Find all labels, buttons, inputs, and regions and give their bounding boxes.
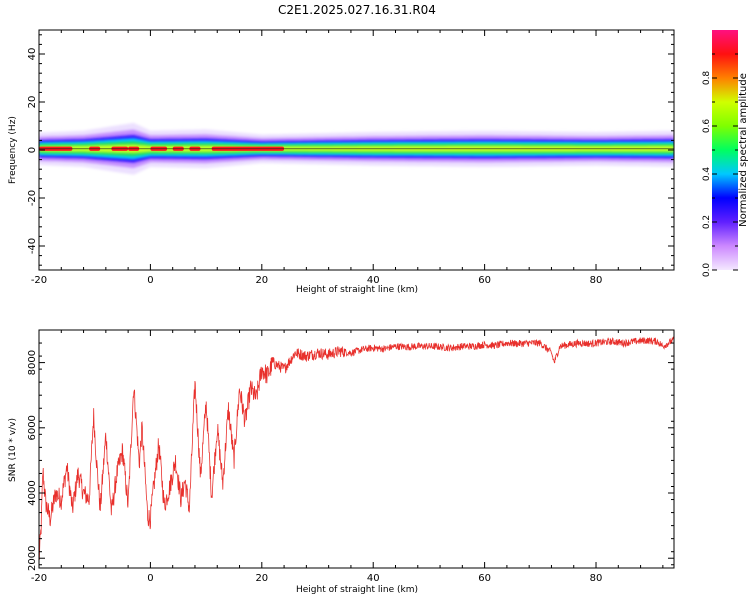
y-tick-label: 4000 [27, 480, 38, 505]
snr-line [39, 336, 674, 560]
colorbar: 0.0 0.2 0.4 0.6 0.8 Normalized spectral ampl… [702, 30, 749, 277]
spectrogram-y-axis-label: Frequency (Hz) [8, 116, 18, 184]
colorbar-tick-label: 0.0 [702, 263, 712, 278]
colorbar-ticks: 0.0 0.2 0.4 0.6 0.8 [702, 53, 738, 278]
figure-title: C2E1.2025.027.16.31.R04 [278, 3, 436, 17]
spectrogram-panel: -20 0 20 40 60 80 40 20 0 -20 -40 Height of straig… [8, 29, 675, 295]
y-tick-label: 6000 [27, 415, 38, 440]
y-tick-label: 2000 [27, 545, 38, 570]
colorbar-tick-label: 0.4 [702, 167, 712, 182]
colorbar-tick-label: 0.8 [702, 71, 712, 86]
x-tick-label: 80 [590, 573, 603, 584]
snr-frame [38, 329, 675, 569]
x-tick-label: 40 [367, 573, 380, 584]
snr-y-axis-label: SNR (10 * v/v) [8, 418, 18, 482]
y-tick-label: -40 [27, 238, 38, 254]
colorbar-gradient [712, 30, 738, 270]
x-tick-label: -20 [31, 573, 47, 584]
spectrogram-x-axis-label: Height of straight line (km) [296, 285, 418, 295]
spectrogram-axes: -20 0 20 40 60 80 40 20 0 -20 -40 [27, 30, 674, 286]
colorbar-tick-label: 0.2 [702, 215, 712, 229]
y-tick-label: -20 [27, 190, 38, 206]
x-tick-label: 20 [255, 275, 268, 286]
colorbar-label: Normalized spectral amplitude [738, 73, 749, 227]
x-tick-label: -20 [31, 275, 47, 286]
x-tick-label: 0 [147, 573, 153, 584]
x-tick-label: 40 [367, 275, 380, 286]
y-tick-label: 40 [27, 48, 38, 61]
x-tick-label: 60 [478, 275, 491, 286]
y-tick-label: 8000 [27, 350, 38, 375]
y-tick-label: 0 [27, 147, 38, 153]
x-tick-label: 0 [147, 275, 153, 286]
snr-axes: -20 0 20 40 60 80 2000 4000 6000 8000 [27, 329, 674, 584]
snr-marks [39, 336, 674, 560]
snr-panel: -20 0 20 40 60 80 2000 4000 6000 8000 Height of s… [8, 329, 675, 595]
spectrogram-marks [39, 122, 674, 175]
snr-x-axis-label: Height of straight line (km) [296, 585, 418, 595]
colorbar-tick-label: 0.6 [702, 119, 712, 134]
x-tick-label: 80 [590, 275, 603, 286]
y-tick-label: 20 [27, 96, 38, 109]
x-tick-label: 60 [478, 573, 491, 584]
x-tick-label: 20 [255, 573, 268, 584]
